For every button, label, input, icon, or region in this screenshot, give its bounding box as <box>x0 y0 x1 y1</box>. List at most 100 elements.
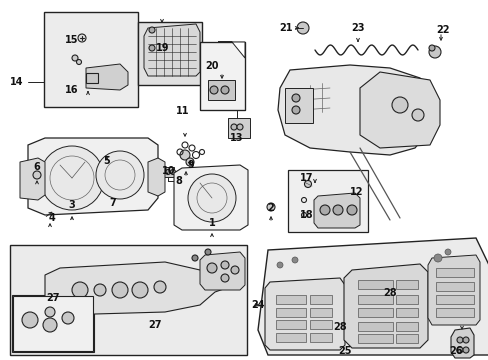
Bar <box>309 295 331 304</box>
Text: 24: 24 <box>251 300 264 310</box>
Circle shape <box>444 249 450 255</box>
Bar <box>357 334 392 343</box>
Text: 9: 9 <box>187 160 194 170</box>
Circle shape <box>221 274 228 282</box>
Circle shape <box>230 266 239 274</box>
Polygon shape <box>45 258 240 315</box>
Text: 26: 26 <box>448 346 462 356</box>
Circle shape <box>192 255 198 261</box>
Circle shape <box>204 249 210 255</box>
Bar <box>86 73 98 83</box>
Bar <box>44 12 138 107</box>
Circle shape <box>72 282 88 298</box>
Circle shape <box>22 312 38 328</box>
Circle shape <box>72 55 78 61</box>
Circle shape <box>165 170 170 175</box>
Circle shape <box>319 205 329 215</box>
Bar <box>357 308 392 317</box>
Circle shape <box>291 94 299 102</box>
Text: 17: 17 <box>300 173 313 183</box>
Circle shape <box>154 281 165 293</box>
Bar <box>309 320 331 329</box>
Polygon shape <box>28 138 158 215</box>
Text: 3: 3 <box>68 200 75 210</box>
Polygon shape <box>218 42 244 58</box>
Polygon shape <box>207 80 235 100</box>
Text: 21: 21 <box>279 23 292 33</box>
Bar <box>395 308 417 317</box>
Circle shape <box>462 347 468 353</box>
Circle shape <box>433 254 441 262</box>
Text: 4: 4 <box>48 213 55 223</box>
Text: 25: 25 <box>338 346 351 356</box>
Text: 27: 27 <box>148 320 162 330</box>
Polygon shape <box>143 24 200 76</box>
Bar <box>285 88 312 123</box>
Text: 28: 28 <box>332 322 346 332</box>
Circle shape <box>296 22 308 34</box>
Circle shape <box>187 174 236 222</box>
Text: 1: 1 <box>208 218 215 228</box>
Polygon shape <box>313 193 359 228</box>
Circle shape <box>180 150 190 160</box>
Circle shape <box>411 109 423 121</box>
Bar <box>158 167 174 177</box>
Text: 10: 10 <box>162 166 175 176</box>
Circle shape <box>221 261 228 269</box>
Bar <box>435 282 473 291</box>
Circle shape <box>276 262 283 268</box>
Circle shape <box>428 46 440 58</box>
Circle shape <box>291 106 299 114</box>
Circle shape <box>96 151 143 199</box>
Text: 15: 15 <box>65 35 79 45</box>
Text: 20: 20 <box>205 61 218 71</box>
Text: 14: 14 <box>10 77 24 87</box>
Circle shape <box>332 205 342 215</box>
Text: 6: 6 <box>34 162 41 172</box>
Bar <box>395 334 417 343</box>
Text: 23: 23 <box>350 23 364 33</box>
Circle shape <box>266 203 274 211</box>
Text: 13: 13 <box>230 133 243 143</box>
Circle shape <box>62 312 74 324</box>
Bar <box>435 295 473 304</box>
Circle shape <box>456 347 462 353</box>
Text: 28: 28 <box>383 288 396 298</box>
Bar <box>275 333 305 342</box>
Bar <box>138 22 202 85</box>
Bar <box>227 118 249 138</box>
Polygon shape <box>359 72 439 148</box>
Polygon shape <box>264 278 345 350</box>
Circle shape <box>40 146 104 210</box>
Polygon shape <box>20 158 45 200</box>
Polygon shape <box>174 165 247 230</box>
Bar <box>12 295 94 352</box>
Bar <box>275 320 305 329</box>
Bar <box>309 333 331 342</box>
Bar <box>13 296 93 351</box>
Bar <box>10 245 246 355</box>
Circle shape <box>149 27 155 33</box>
Circle shape <box>304 180 311 188</box>
Text: 7: 7 <box>109 198 116 208</box>
Bar <box>395 322 417 331</box>
Circle shape <box>456 337 462 343</box>
Polygon shape <box>200 252 244 290</box>
Circle shape <box>221 86 228 94</box>
Circle shape <box>291 257 297 263</box>
Circle shape <box>428 45 434 51</box>
Text: 11: 11 <box>176 106 189 116</box>
Circle shape <box>209 86 218 94</box>
Circle shape <box>112 282 128 298</box>
Text: 27: 27 <box>46 293 60 303</box>
Circle shape <box>45 307 55 317</box>
Text: 18: 18 <box>300 210 313 220</box>
Polygon shape <box>450 328 473 358</box>
Text: 12: 12 <box>349 187 363 197</box>
Bar <box>357 322 392 331</box>
Circle shape <box>206 263 217 273</box>
Circle shape <box>43 318 57 332</box>
Bar <box>309 308 331 317</box>
Bar <box>435 308 473 317</box>
Circle shape <box>170 170 175 175</box>
